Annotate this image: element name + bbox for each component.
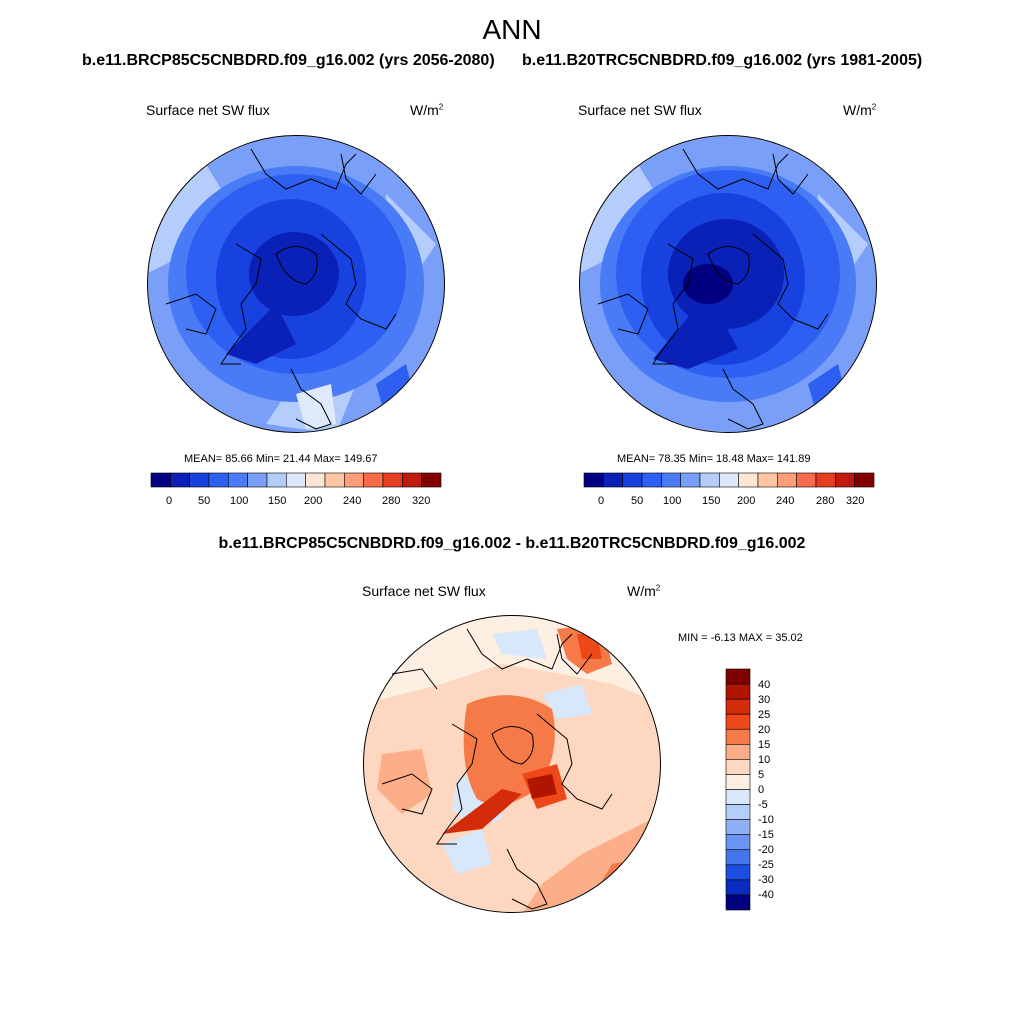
right-colorbar-swatch (603, 472, 623, 488)
plot-title: ANN (482, 14, 542, 45)
diff-colorbar-tick: 0 (758, 784, 765, 796)
right-polar-map (579, 135, 877, 433)
diff-colorbar-tick: -10 (758, 814, 774, 826)
difference-title: b.e11.BRCP85C5CNBDRD.f09_g16.002 - b.e11… (218, 535, 806, 552)
right-colorbar-swatch (583, 472, 604, 488)
left-colorbar-swatch (266, 472, 287, 488)
right-colorbar-tick: 100 (663, 495, 682, 507)
left-colorbar-tick: 320 (412, 495, 431, 507)
left-colorbar-swatch (150, 472, 171, 488)
left-units-label: W/m2 (410, 102, 444, 118)
left-colorbar-swatch (208, 472, 229, 488)
left-colorbar-tick: 0 (166, 495, 173, 507)
left-colorbar-swatch (170, 472, 190, 488)
diff-colorbar-tick: 20 (758, 724, 771, 736)
right-colorbar-tick: 150 (702, 495, 721, 507)
right-variable-label: Surface net SW flux (578, 102, 702, 118)
right-colorbar-tick: 240 (776, 495, 795, 507)
diff-units-label: W/m2 (627, 583, 661, 599)
right-units-label: W/m2 (843, 102, 877, 118)
right-colorbar-swatch (796, 472, 817, 488)
left-colorbar-tick: 50 (198, 495, 211, 507)
right-colorbar-swatch (641, 472, 662, 488)
diff-colorbar-swatch (725, 804, 751, 820)
diff-colorbar-swatch (725, 698, 751, 715)
diff-colorbar-swatch (725, 713, 751, 730)
left-colorbar-tick: 280 (382, 495, 401, 507)
right-colorbar-swatch (757, 472, 778, 488)
left-colorbar-swatch (189, 472, 210, 488)
diff-colorbar-swatch (725, 789, 751, 805)
left-colorbar-swatch (324, 472, 345, 488)
diff-colorbar-swatch (725, 864, 751, 881)
diff-colorbar-tick: -20 (758, 844, 774, 856)
left-colorbar-tick: 240 (343, 495, 362, 507)
right-colorbar-tick: 200 (737, 495, 756, 507)
right-colorbar-swatch (738, 472, 759, 488)
diff-colorbar-tick: 5 (758, 769, 765, 781)
difference-colorbar (725, 668, 751, 911)
diff-colorbar-tick: 40 (758, 679, 771, 691)
left-colorbar-tick: 200 (304, 495, 323, 507)
diff-colorbar-swatch (725, 894, 751, 911)
right-colorbar-swatch (680, 472, 701, 488)
diff-colorbar-tick: -15 (758, 829, 774, 841)
difference-polar-map (363, 615, 661, 913)
left-colorbar-swatch (228, 472, 248, 488)
diff-colorbar-swatch (725, 774, 751, 790)
right-colorbar-tick: 50 (631, 495, 644, 507)
right-colorbar-swatch (815, 472, 836, 488)
diff-colorbar-swatch (725, 819, 751, 835)
right-colorbar-swatch (777, 472, 797, 488)
left-case-title: b.e11.BRCP85C5CNBDRD.f09_g16.002 (yrs 20… (82, 52, 495, 69)
diff-stats: MIN = -6.13 MAX = 35.02 (678, 632, 803, 644)
left-stats: MEAN= 85.66 Min= 21.44 Max= 149.67 (184, 453, 378, 465)
diff-colorbar-swatch (725, 834, 751, 851)
left-polar-map (147, 135, 445, 433)
diff-colorbar-tick: -25 (758, 859, 774, 871)
diff-colorbar-tick: 25 (758, 709, 771, 721)
right-colorbar-tick: 320 (846, 495, 865, 507)
left-colorbar-swatch (286, 472, 306, 488)
left-colorbar-swatch (305, 472, 326, 488)
left-variable-label: Surface net SW flux (146, 102, 270, 118)
left-colorbar (150, 472, 442, 488)
diff-colorbar-swatch (725, 759, 751, 775)
right-colorbar-tick: 0 (598, 495, 605, 507)
right-colorbar-swatch (661, 472, 681, 488)
left-colorbar-swatch (421, 472, 442, 488)
left-colorbar-swatch (402, 472, 422, 488)
diff-colorbar-swatch (725, 849, 751, 866)
diff-colorbar-tick: -30 (758, 874, 774, 886)
right-stats: MEAN= 78.35 Min= 18.48 Max= 141.89 (617, 453, 811, 465)
left-colorbar-swatch (344, 472, 364, 488)
left-colorbar-tick: 150 (268, 495, 287, 507)
diff-colorbar-tick: 30 (758, 694, 771, 706)
diff-colorbar-swatch (725, 683, 751, 700)
right-colorbar-swatch (854, 472, 875, 488)
diff-colorbar-tick: -40 (758, 889, 774, 901)
right-colorbar-swatch (622, 472, 643, 488)
right-colorbar-swatch (719, 472, 739, 488)
diff-colorbar-tick: 10 (758, 754, 771, 766)
diff-variable-label: Surface net SW flux (362, 583, 486, 599)
left-colorbar-swatch (247, 472, 268, 488)
right-colorbar-swatch (835, 472, 855, 488)
left-colorbar-tick: 100 (230, 495, 249, 507)
diff-colorbar-swatch (725, 728, 751, 745)
right-colorbar (583, 472, 875, 488)
right-colorbar-tick: 280 (816, 495, 835, 507)
right-colorbar-swatch (699, 472, 720, 488)
left-colorbar-swatch (363, 472, 384, 488)
diff-colorbar-swatch (725, 668, 751, 685)
diff-colorbar-tick: -5 (758, 799, 768, 811)
diff-colorbar-tick: 15 (758, 739, 771, 751)
diff-colorbar-swatch (725, 744, 751, 760)
diff-colorbar-swatch (725, 879, 751, 896)
right-case-title: b.e11.B20TRC5CNBDRD.f09_g16.002 (yrs 198… (522, 52, 923, 69)
left-colorbar-swatch (382, 472, 403, 488)
